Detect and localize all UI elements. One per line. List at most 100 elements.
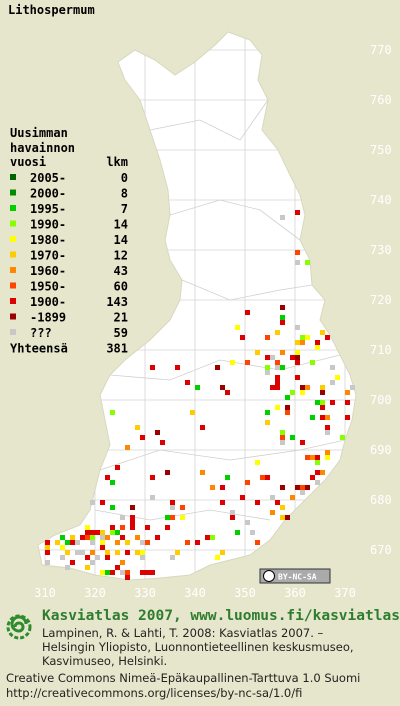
observation-square xyxy=(200,470,205,475)
observation-square xyxy=(300,440,305,445)
observation-square xyxy=(305,335,310,340)
observation-square xyxy=(325,430,330,435)
observation-square xyxy=(150,475,155,480)
observation-square xyxy=(220,385,225,390)
grid-label: 750 xyxy=(370,143,392,157)
observation-square xyxy=(220,550,225,555)
observation-square xyxy=(130,525,135,530)
observation-square xyxy=(310,360,315,365)
legend-label: 1970- xyxy=(30,249,66,263)
grid-label: 690 xyxy=(370,443,392,457)
legend-heading: vuosi xyxy=(10,155,46,169)
legend-count: 14 xyxy=(114,218,128,232)
observation-square xyxy=(90,540,95,545)
observation-square xyxy=(100,540,105,545)
observation-square xyxy=(140,435,145,440)
observation-square xyxy=(120,560,125,565)
grid-label: 760 xyxy=(370,93,392,107)
finland-land xyxy=(37,31,357,581)
observation-square xyxy=(275,405,280,410)
observation-square xyxy=(305,485,310,490)
observation-square xyxy=(265,365,270,370)
observation-square xyxy=(45,545,50,550)
observation-square xyxy=(280,320,285,325)
observation-square xyxy=(300,490,305,495)
observation-square xyxy=(310,415,315,420)
observation-square xyxy=(320,330,325,335)
observation-square xyxy=(325,455,330,460)
legend-count: 8 xyxy=(121,187,128,201)
cc-icon xyxy=(263,570,275,582)
observation-square xyxy=(190,410,195,415)
observation-square xyxy=(70,560,75,565)
citation-line: Lampinen, R. & Lahti, T. 2008: Kasviatla… xyxy=(42,626,324,640)
grid-label: 310 xyxy=(34,586,56,600)
grid-label: 730 xyxy=(370,243,392,257)
observation-square xyxy=(345,415,350,420)
logo xyxy=(6,614,32,640)
region-borders xyxy=(94,99,346,521)
legend-label: 1950- xyxy=(30,280,66,294)
observation-square xyxy=(80,550,85,555)
observation-square xyxy=(300,390,305,395)
observation-square xyxy=(55,540,60,545)
grid-label: 350 xyxy=(234,586,256,600)
observation-square xyxy=(255,500,260,505)
observation-square xyxy=(240,335,245,340)
observation-square xyxy=(160,440,165,445)
observation-square xyxy=(210,535,215,540)
grid-label: 720 xyxy=(370,293,392,307)
observation-square xyxy=(275,360,280,365)
observation-square xyxy=(70,540,75,545)
grid-label: 670 xyxy=(370,543,392,557)
observation-square xyxy=(245,520,250,525)
legend-label: ??? xyxy=(30,326,52,340)
observation-square xyxy=(270,510,275,515)
legend-heading: Uusimman xyxy=(10,126,68,140)
observation-square xyxy=(270,355,275,360)
observation-square xyxy=(295,340,300,345)
legend-swatch xyxy=(10,282,16,289)
observation-square xyxy=(170,500,175,505)
observation-square xyxy=(280,315,285,320)
badge-box xyxy=(259,568,331,584)
observation-square xyxy=(280,215,285,220)
observation-square xyxy=(65,565,70,570)
observation-square xyxy=(315,470,320,475)
observation-square xyxy=(150,570,155,575)
observation-square xyxy=(230,515,235,520)
observation-square xyxy=(320,415,325,420)
observation-square xyxy=(120,525,125,530)
observation-square xyxy=(255,350,260,355)
observation-square xyxy=(165,525,170,530)
observation-square xyxy=(60,535,65,540)
observation-square xyxy=(225,390,230,395)
observation-square xyxy=(330,400,335,405)
license-badge: BY-NC-SA xyxy=(259,568,331,584)
observation-square xyxy=(85,565,90,570)
observation-square xyxy=(135,535,140,540)
legend-swatch xyxy=(10,220,16,227)
observation-square xyxy=(330,365,335,370)
observation-square xyxy=(295,375,300,380)
observation-square xyxy=(45,550,50,555)
observation-square xyxy=(140,570,145,575)
legend-label: 1995- xyxy=(30,202,66,216)
observation-square xyxy=(290,435,295,440)
observation-square xyxy=(305,455,310,460)
observation-square xyxy=(110,525,115,530)
legend-swatch xyxy=(10,329,16,335)
observation-square xyxy=(300,385,305,390)
observation-square xyxy=(200,425,205,430)
observation-square xyxy=(280,305,285,310)
observation-square xyxy=(135,550,140,555)
observation-square xyxy=(295,325,300,330)
observation-square xyxy=(215,555,220,560)
observation-square xyxy=(315,345,320,350)
observation-square xyxy=(280,505,285,510)
observation-square xyxy=(125,550,130,555)
observation-square xyxy=(230,510,235,515)
observation-square xyxy=(265,410,270,415)
observation-square xyxy=(140,555,145,560)
observation-square xyxy=(170,555,175,560)
